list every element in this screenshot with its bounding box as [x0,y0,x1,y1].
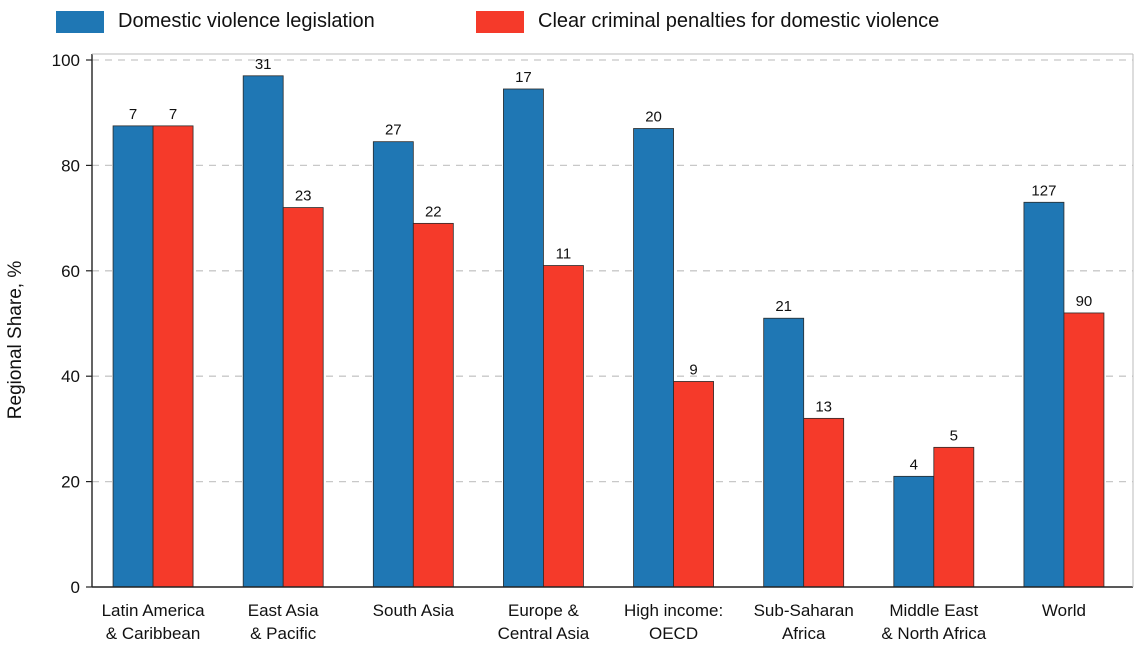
x-category-label: Middle East [889,601,978,620]
legend-label-series-1: Domestic violence legislation [118,10,375,32]
bar-value-label: 127 [1031,182,1056,199]
bar-series-2 [1063,312,1105,588]
bar-value-label: 7 [129,106,137,123]
y-tick-label: 80 [61,156,80,175]
legend: Domestic violence legislation Clear crim… [0,4,1138,40]
x-axis-categories: Latin America & Caribbean East Asia & Pacif… [102,601,1086,643]
bar-value-label: 9 [689,361,697,378]
bar-series-1 [112,125,154,588]
y-tick-label: 0 [71,578,80,597]
legend-swatch-series-1 [56,10,104,33]
bar-series-1 [242,75,284,588]
y-tick-label: 100 [52,51,80,70]
y-tick-label: 40 [61,367,80,386]
bar-series-1 [633,128,674,588]
bar-value-label: 22 [425,203,442,220]
bar-series-1 [372,141,414,588]
x-category-label: & Pacific [250,624,317,643]
bar-value-label: 27 [385,122,402,139]
bar-value-label: 7 [169,106,177,123]
x-category-label: OECD [649,624,698,643]
bar-value-label: 11 [556,246,572,263]
bars [112,75,1105,588]
bar-series-2 [152,125,194,588]
bar-series-1 [763,317,805,588]
x-category-label: East Asia [248,601,319,620]
bar-series-2 [543,265,584,588]
bar-series-1 [503,88,544,588]
x-category-label: Latin America [102,601,206,620]
bar-series-2 [803,417,845,588]
bar-value-label: 23 [295,188,312,205]
bar-series-2 [282,207,324,588]
x-category-label: Sub-Saharan [754,601,854,620]
bar-value-label: 90 [1076,293,1093,310]
legend-label-series-2: Clear criminal penalties for domestic vi… [538,10,940,32]
bar-value-label: 31 [255,56,272,73]
x-category-label: & Caribbean [106,624,201,643]
bar-series-2 [933,446,975,588]
axes [91,53,1134,588]
bar-series-2 [412,222,454,588]
x-category-label: High income: [624,601,723,620]
bar-series-1 [893,475,935,588]
x-category-label: Europe & [508,601,580,620]
bar-series-2 [673,381,714,588]
legend-item-series-1: Domestic violence legislation [56,10,375,33]
bar-value-label: 17 [515,69,532,86]
value-labels: 7 7 31 23 27 22 17 11 20 9 21 13 4 5 127 90 [129,56,1092,474]
x-category-label: South Asia [373,601,455,620]
bar-value-label: 4 [910,456,918,473]
legend-swatch-series-2 [476,10,524,33]
y-tick-label: 20 [61,473,80,492]
x-category-label: World [1042,601,1086,620]
y-tick-label: 60 [61,262,80,281]
x-category-label: & North Africa [881,624,986,643]
bar-value-label: 5 [950,427,958,444]
bar-value-label: 13 [815,398,832,415]
x-category-label: Central Asia [498,624,590,643]
legend-item-series-2: Clear criminal penalties for domestic vi… [476,10,939,33]
bar-value-label: 20 [645,109,662,126]
x-category-label: Africa [782,624,826,643]
bar-series-1 [1023,201,1065,588]
y-axis-ticks: 0 20 40 60 80 100 [52,51,92,597]
bar-value-label: 21 [775,298,792,315]
